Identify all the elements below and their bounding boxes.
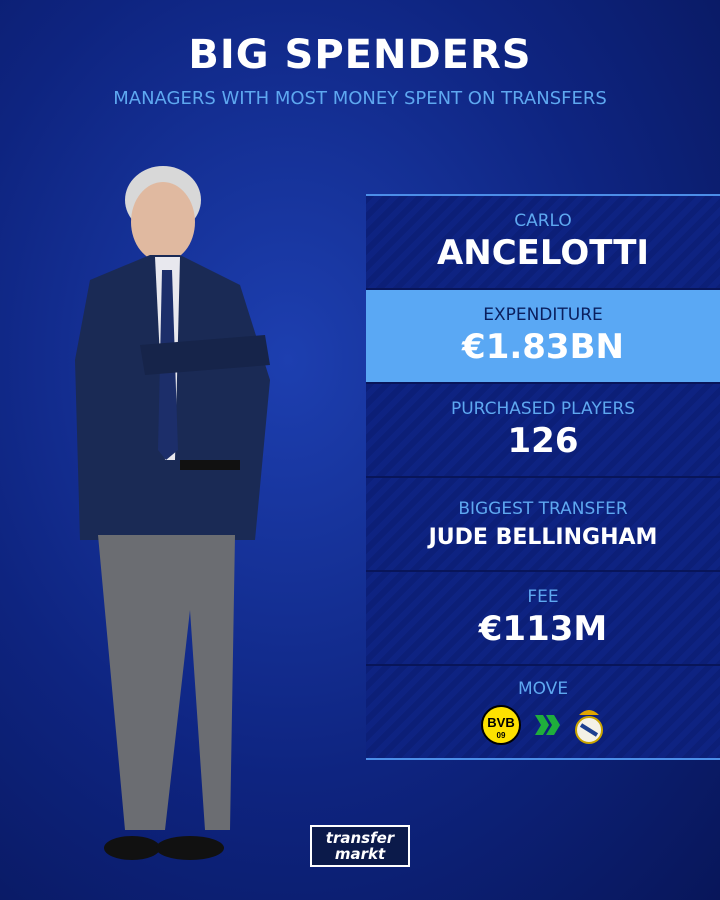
svg-text:BVB: BVB (487, 715, 514, 730)
move-label: MOVE (517, 679, 569, 699)
real-madrid-crest-icon (575, 710, 603, 744)
stats-panel: CARLO ANCELOTTI EXPENDITURE €1.83BN PURC… (366, 194, 720, 760)
move-stat: MOVE BVB 09 (366, 666, 720, 758)
fee-label: FEE (527, 587, 559, 607)
logo-line2: markt (334, 845, 386, 863)
biggest-transfer-stat: BIGGEST TRANSFER JUDE BELLINGHAM (366, 478, 720, 572)
manager-name: CARLO ANCELOTTI (366, 196, 720, 290)
biggest-label: BIGGEST TRANSFER (458, 498, 628, 519)
transfermarkt-logo: transfer markt (310, 825, 410, 867)
svg-text:09: 09 (497, 731, 506, 740)
expenditure-label: EXPENDITURE (483, 305, 603, 325)
expenditure-stat: EXPENDITURE €1.83BN (366, 290, 720, 384)
last-name: ANCELOTTI (436, 233, 650, 273)
page-title: BIG SPENDERS (188, 32, 532, 78)
double-chevron-right-icon (535, 715, 560, 735)
purchased-label: PURCHASED PLAYERS (450, 399, 636, 419)
expenditure-value: €1.83BN (462, 327, 624, 367)
fee-value: €113M (478, 609, 608, 649)
purchased-stat: PURCHASED PLAYERS 126 (366, 384, 720, 478)
purchased-value: 126 (507, 421, 579, 461)
biggest-value: JUDE BELLINGHAM (428, 524, 658, 550)
page-subtitle: MANAGERS WITH MOST MONEY SPENT ON TRANSF… (113, 88, 607, 109)
fee-stat: FEE €113M (366, 572, 720, 666)
logo-line1: transfer (325, 829, 395, 847)
first-name: CARLO (514, 211, 572, 231)
manager-photo (75, 166, 270, 860)
